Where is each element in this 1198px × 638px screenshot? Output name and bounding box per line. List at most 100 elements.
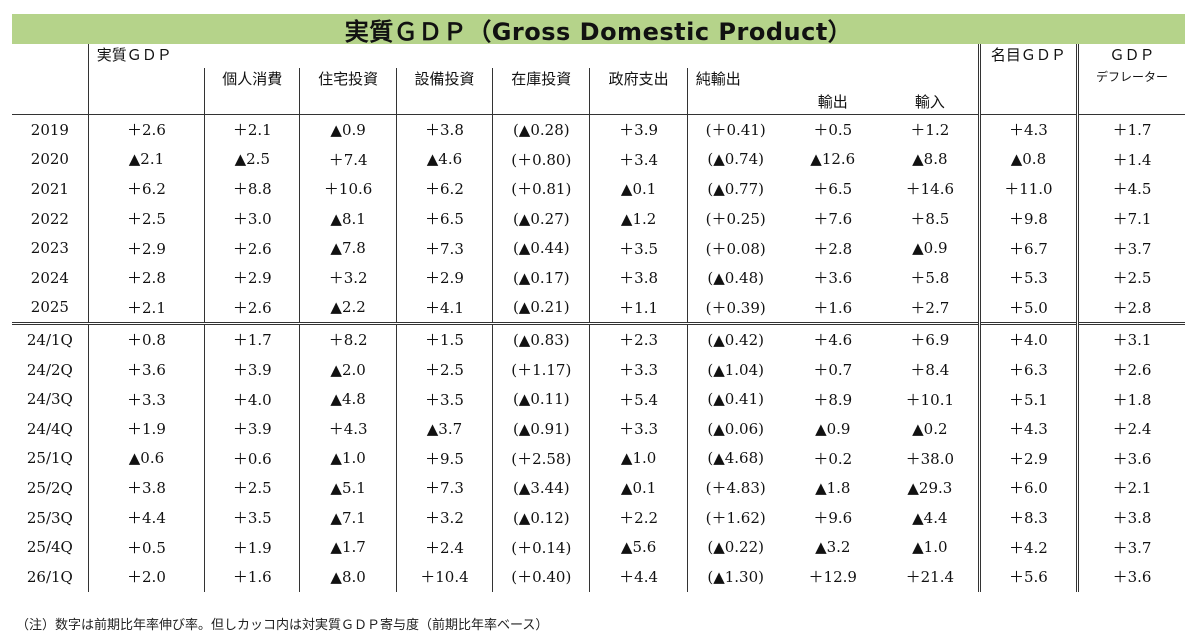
table-row: 24/4Q ＋1.9 ＋3.9 ＋4.3 ▲3.7 (▲0.91) ＋3.3 (▲0.06) ▲… xyxy=(12,413,1185,444)
value-cell: (▲0.06) xyxy=(686,413,784,444)
value-cell: ＋21.4 xyxy=(905,568,955,587)
value-cell: ＋7.3 xyxy=(395,233,493,263)
value-cell: ▲4.4 xyxy=(912,508,948,527)
value-cell: ＋3.8 xyxy=(395,114,493,145)
value-cell: ＋2.1 xyxy=(204,114,300,145)
value-cell: ＋6.0 xyxy=(977,473,1078,503)
value-cell: ▲1.7 xyxy=(299,532,397,562)
value-cell: ＋6.9 xyxy=(881,322,980,355)
value-cell: ＋3.1 xyxy=(1076,322,1185,355)
value-cell: ▲5.6 xyxy=(589,532,688,562)
value-cell: ＋2.7 xyxy=(910,298,950,317)
header-real-gdp: 実質ＧＤＰ xyxy=(87,44,205,68)
value-cell: ＋7.6 xyxy=(813,210,853,229)
value-cell: ＋2.4 xyxy=(1076,413,1185,444)
value-cell: ＋2.6 xyxy=(87,114,205,145)
value-cell: ＋3.6 xyxy=(813,269,853,288)
table-row: 25/4Q ＋0.5 ＋1.9 ▲1.7 ＋2.4 (＋0.14) ▲5.6 (▲0.22) ▲… xyxy=(12,532,1185,562)
value-cell: ＋7.3 xyxy=(395,473,493,503)
value-cell: ▲12.6 xyxy=(810,150,856,169)
value-cell: ＋4.3 xyxy=(977,114,1078,145)
value-cell: ＋3.5 xyxy=(395,384,493,414)
value-cell: ＋5.0 xyxy=(977,292,1078,324)
value-cell: ＋3.8 xyxy=(1076,502,1185,533)
period-cell: 25/4Q xyxy=(26,538,73,557)
value-cell: (▲0.41) xyxy=(686,384,784,414)
value-cell: (▲0.77) xyxy=(686,174,784,204)
value-cell: ＋8.8 xyxy=(204,174,300,204)
value-cell: ＋5.3 xyxy=(977,262,1078,293)
value-cell: ＋2.1 xyxy=(87,292,205,324)
header-nominal-gdp: 名目ＧＤＰ xyxy=(977,44,1078,68)
value-cell: ＋6.2 xyxy=(87,174,205,204)
value-cell: ＋2.9 xyxy=(87,233,205,263)
value-cell: ＋2.6 xyxy=(1076,354,1185,385)
value-cell: ＋9.6 xyxy=(813,509,853,528)
value-cell: ▲1.0 xyxy=(589,443,688,474)
table-row: 2025 ＋2.1 ＋2.6 ▲2.2 ＋4.1 (▲0.21) ＋1.1 (＋0.39) ＋1… xyxy=(12,292,1185,324)
value-cell: (＋0.40) xyxy=(492,561,590,592)
value-cell: ＋4.6 xyxy=(783,322,882,355)
value-cell: ＋2.5 xyxy=(395,354,493,385)
value-cell: ＋1.6 xyxy=(813,298,853,317)
value-cell: ＋0.7 xyxy=(813,361,853,380)
value-cell: ▲2.1 xyxy=(87,144,205,175)
value-cell: ＋2.8 xyxy=(1076,292,1185,324)
value-cell: ▲0.8 xyxy=(977,144,1078,175)
header-corner xyxy=(12,44,88,68)
value-cell: ▲0.9 xyxy=(912,239,948,258)
value-cell: (＋0.08) xyxy=(686,233,784,263)
header-capex: 設備投資 xyxy=(395,68,493,91)
value-cell: ＋3.9 xyxy=(204,413,300,444)
value-cell: ＋5.1 xyxy=(977,384,1078,414)
header-exports: 輸出 xyxy=(783,91,882,115)
value-cell: (＋1.17) xyxy=(492,354,590,385)
value-cell: ＋2.3 xyxy=(589,322,688,355)
value-cell: ▲1.8 xyxy=(815,478,851,497)
value-cell: ＋1.9 xyxy=(87,413,205,444)
value-cell: ＋1.8 xyxy=(1076,384,1185,414)
table-row: 2023 ＋2.9 ＋2.6 ▲7.8 ＋7.3 (▲0.44) ＋3.5 (＋0.08) ＋2… xyxy=(12,233,1185,263)
value-cell: (▲4.68) xyxy=(686,443,784,474)
value-cell: ＋1.2 xyxy=(910,121,950,140)
value-cell: ▲1.0 xyxy=(912,538,948,557)
period-cell: 2023 xyxy=(30,239,69,258)
header-gdp: ＧＤＰ xyxy=(1076,44,1185,68)
value-cell: ＋12.9 xyxy=(808,568,857,587)
value-cell: ＋3.6 xyxy=(87,354,205,385)
header-net-exports: 純輸出 xyxy=(686,68,784,91)
value-cell: ＋6.2 xyxy=(395,174,493,204)
value-cell: ＋4.4 xyxy=(87,502,205,533)
value-cell: ＋2.8 xyxy=(87,262,205,293)
value-cell: ＋7.4 xyxy=(299,144,397,175)
period-cell: 2025 xyxy=(30,298,69,317)
value-cell: ＋8.3 xyxy=(977,502,1078,533)
period-cell: 2021 xyxy=(30,179,69,198)
value-cell: ＋2.1 xyxy=(1076,473,1185,503)
period-cell: 24/1Q xyxy=(12,322,89,355)
value-cell: ＋5.8 xyxy=(910,269,950,288)
value-cell: ▲1.2 xyxy=(589,203,688,234)
period-cell: 2020 xyxy=(30,150,69,169)
value-cell: ＋0.5 xyxy=(87,532,205,562)
value-cell: ＋3.0 xyxy=(204,203,300,234)
header-row-3: 輸出 輸入 xyxy=(12,91,1185,115)
value-cell: ▲8.8 xyxy=(912,150,948,169)
value-cell: ＋3.3 xyxy=(589,413,688,444)
value-cell: ▲0.2 xyxy=(912,419,948,438)
table-row: 2022 ＋2.5 ＋3.0 ▲8.1 ＋6.5 (▲0.27) ▲1.2 (＋0.25) ＋7… xyxy=(12,203,1185,234)
value-cell: ＋1.4 xyxy=(1076,144,1185,175)
value-cell: (▲0.48) xyxy=(686,262,784,293)
header-row-1: 実質ＧＤＰ 名目ＧＤＰ ＧＤＰ xyxy=(12,44,1185,68)
value-cell: ＋10.6 xyxy=(299,174,397,204)
value-cell: ＋3.4 xyxy=(589,144,688,175)
gdp-table: 実質ＧＤＰ 名目ＧＤＰ ＧＤＰ 個人消費 住宅投資 設備投資 在庫投資 政府支出… xyxy=(12,44,1185,592)
value-cell: ＋2.5 xyxy=(87,203,205,234)
value-cell: ＋0.5 xyxy=(813,121,853,140)
value-cell: ▲2.0 xyxy=(299,354,397,385)
value-cell: ＋2.9 xyxy=(395,262,493,293)
value-cell: (▲0.11) xyxy=(492,384,590,414)
value-cell: ▲5.1 xyxy=(299,473,397,503)
value-cell: (▲0.17) xyxy=(492,262,590,293)
